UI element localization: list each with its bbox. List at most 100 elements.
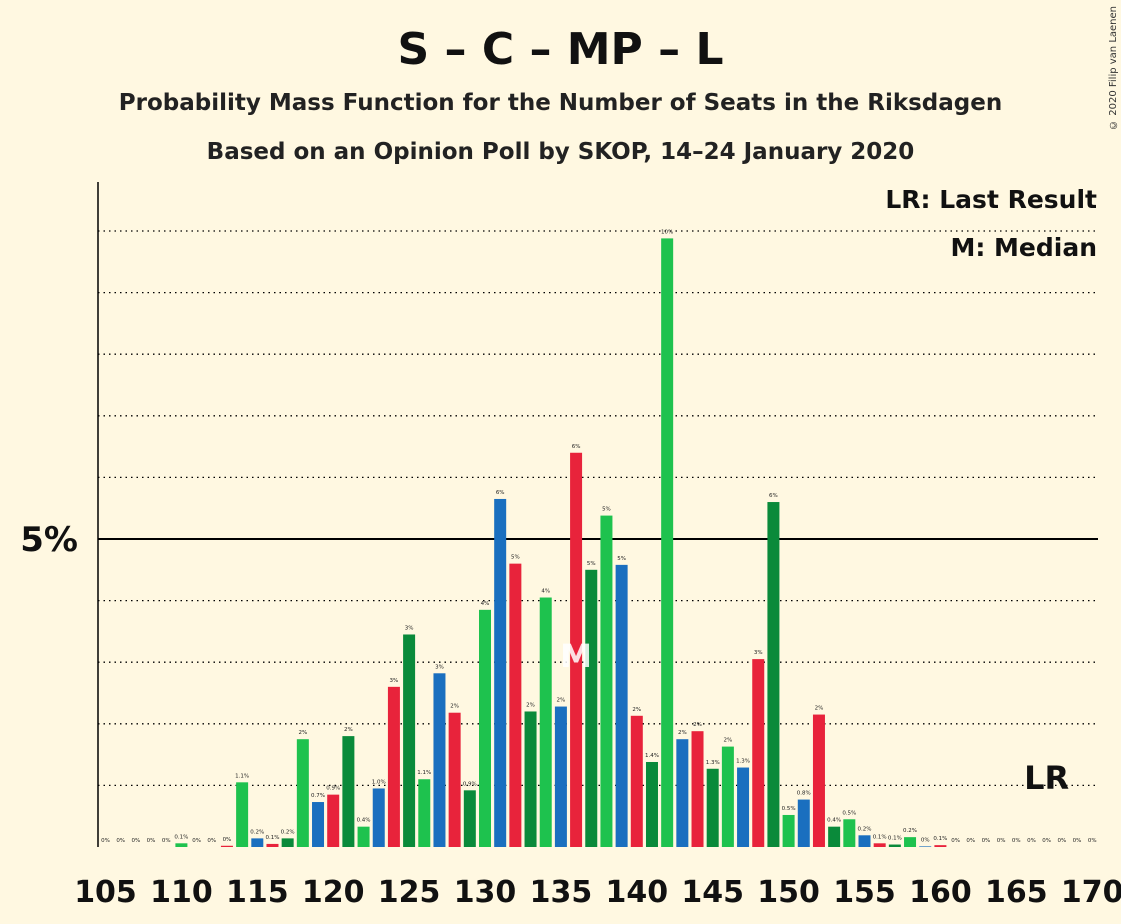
x-tick-label-135: 135 — [530, 875, 593, 910]
bar-seat-154 — [843, 819, 856, 847]
bar-label-132: 5% — [511, 555, 520, 561]
x-tick-label-160: 160 — [909, 875, 972, 910]
bar-label-113: 0% — [223, 837, 232, 843]
chart-subtitle: Probability Mass Function for the Number… — [118, 90, 1003, 116]
bar-seat-114 — [236, 782, 249, 847]
bar-seat-143 — [676, 739, 689, 847]
bar-label-112: 0% — [207, 838, 216, 844]
bar-seat-120 — [327, 794, 340, 847]
bar-seat-157 — [888, 844, 901, 847]
bar-label-165: 0% — [1012, 838, 1021, 844]
bar-label-107: 0% — [131, 838, 140, 844]
bar-label-120: 0.9% — [326, 786, 340, 792]
bar-seat-118 — [296, 739, 309, 847]
bar-label-106: 0% — [116, 838, 125, 844]
bar-label-123: 1.0% — [372, 779, 386, 785]
bar-label-150: 0.5% — [782, 806, 796, 812]
bar-label-152: 2% — [815, 706, 824, 712]
bar-label-153: 0.4% — [827, 818, 841, 824]
bar-label-139: 5% — [617, 556, 626, 562]
bar-label-161: 0% — [951, 838, 960, 844]
bar-label-116: 0.1% — [265, 835, 279, 841]
bar-seat-129 — [463, 790, 476, 847]
bar-label-141: 1.4% — [645, 753, 659, 759]
bar-seat-136 — [570, 452, 583, 847]
x-tick-label-145: 145 — [681, 875, 744, 910]
bar-label-157: 0.1% — [888, 836, 902, 842]
bar-label-109: 0% — [162, 838, 171, 844]
bar-label-170: 0% — [1088, 838, 1097, 844]
bar-seat-142 — [661, 238, 674, 848]
bar-label-164: 0% — [997, 838, 1006, 844]
bar-seat-125 — [403, 634, 416, 847]
bar-label-158: 0.2% — [903, 828, 917, 834]
x-tick-label-120: 120 — [302, 875, 365, 910]
bar-seat-135 — [554, 706, 567, 847]
y-tick-label: 5% — [20, 520, 78, 560]
bar-label-160: 0.1% — [933, 836, 947, 842]
bar-label-121: 2% — [344, 727, 353, 733]
bar-seat-150 — [782, 814, 795, 847]
bar-seat-113 — [220, 845, 233, 847]
bar-seat-132 — [509, 563, 522, 847]
bar-label-166: 0% — [1027, 838, 1036, 844]
bar-seat-151 — [797, 799, 810, 847]
bar-label-143: 2% — [678, 730, 687, 736]
bar-label-140: 2% — [632, 707, 641, 713]
bar-label-167: 0% — [1042, 838, 1051, 844]
median-marker: M — [560, 637, 592, 675]
bar-seat-130 — [479, 609, 491, 847]
bar-label-169: 0% — [1073, 838, 1082, 844]
chart-source-subtitle: Based on an Opinion Poll by SKOP, 14–24 … — [206, 139, 915, 165]
bar-seat-133 — [524, 711, 537, 847]
bar-label-111: 0% — [192, 838, 201, 844]
bar-label-144: 2% — [693, 722, 702, 728]
bar-seat-110 — [175, 843, 188, 847]
bar-seat-153 — [828, 826, 841, 847]
bar-label-117: 0.2% — [281, 829, 295, 835]
bar-label-145: 1.3% — [706, 760, 720, 766]
x-tick-label-140: 140 — [605, 875, 668, 910]
bar-seat-137 — [585, 569, 598, 847]
bar-label-168: 0% — [1057, 838, 1066, 844]
bar-label-115: 0.2% — [250, 829, 264, 835]
bar-seat-116 — [266, 843, 279, 847]
bar-seat-138 — [600, 515, 613, 847]
x-tick-label-165: 165 — [985, 875, 1048, 910]
bar-label-131: 6% — [496, 490, 505, 496]
bar-label-155: 0.2% — [858, 826, 872, 832]
bar-label-136: 6% — [572, 444, 581, 450]
bar-seat-131 — [494, 498, 507, 847]
x-tick-label-115: 115 — [226, 875, 289, 910]
x-tick-label-105: 105 — [74, 875, 137, 910]
bar-seat-123 — [372, 788, 385, 847]
bar-seat-156 — [873, 843, 886, 847]
bar-label-154: 0.5% — [842, 810, 856, 816]
x-tick-label-130: 130 — [454, 875, 517, 910]
bar-seat-148 — [752, 659, 765, 847]
bar-label-162: 0% — [966, 838, 975, 844]
x-tick-label-155: 155 — [833, 875, 896, 910]
bar-label-163: 0% — [982, 838, 991, 844]
last-result-marker: LR — [1024, 759, 1069, 797]
bar-label-133: 2% — [526, 702, 535, 708]
bar-seat-141 — [645, 761, 658, 847]
bar-seat-121 — [342, 736, 355, 847]
legend-median: M: Median — [950, 233, 1097, 262]
bar-seat-146 — [721, 746, 734, 847]
bar-seat-117 — [281, 838, 294, 847]
bar-label-151: 0.8% — [797, 791, 811, 797]
bar-label-135: 2% — [557, 698, 566, 704]
bar-label-125: 3% — [405, 625, 414, 631]
bar-label-126: 1.1% — [417, 770, 431, 776]
bar-seat-128 — [448, 712, 461, 847]
bar-seat-140 — [630, 715, 643, 847]
bar-label-127: 3% — [435, 664, 444, 670]
bar-label-149: 6% — [769, 493, 778, 499]
bar-label-105: 0% — [101, 838, 110, 844]
bar-seat-144 — [691, 731, 704, 847]
bar-label-148: 3% — [754, 650, 763, 656]
bar-label-156: 0.1% — [873, 834, 887, 840]
bar-label-122: 0.4% — [357, 818, 371, 824]
bar-label-138: 5% — [602, 507, 611, 513]
